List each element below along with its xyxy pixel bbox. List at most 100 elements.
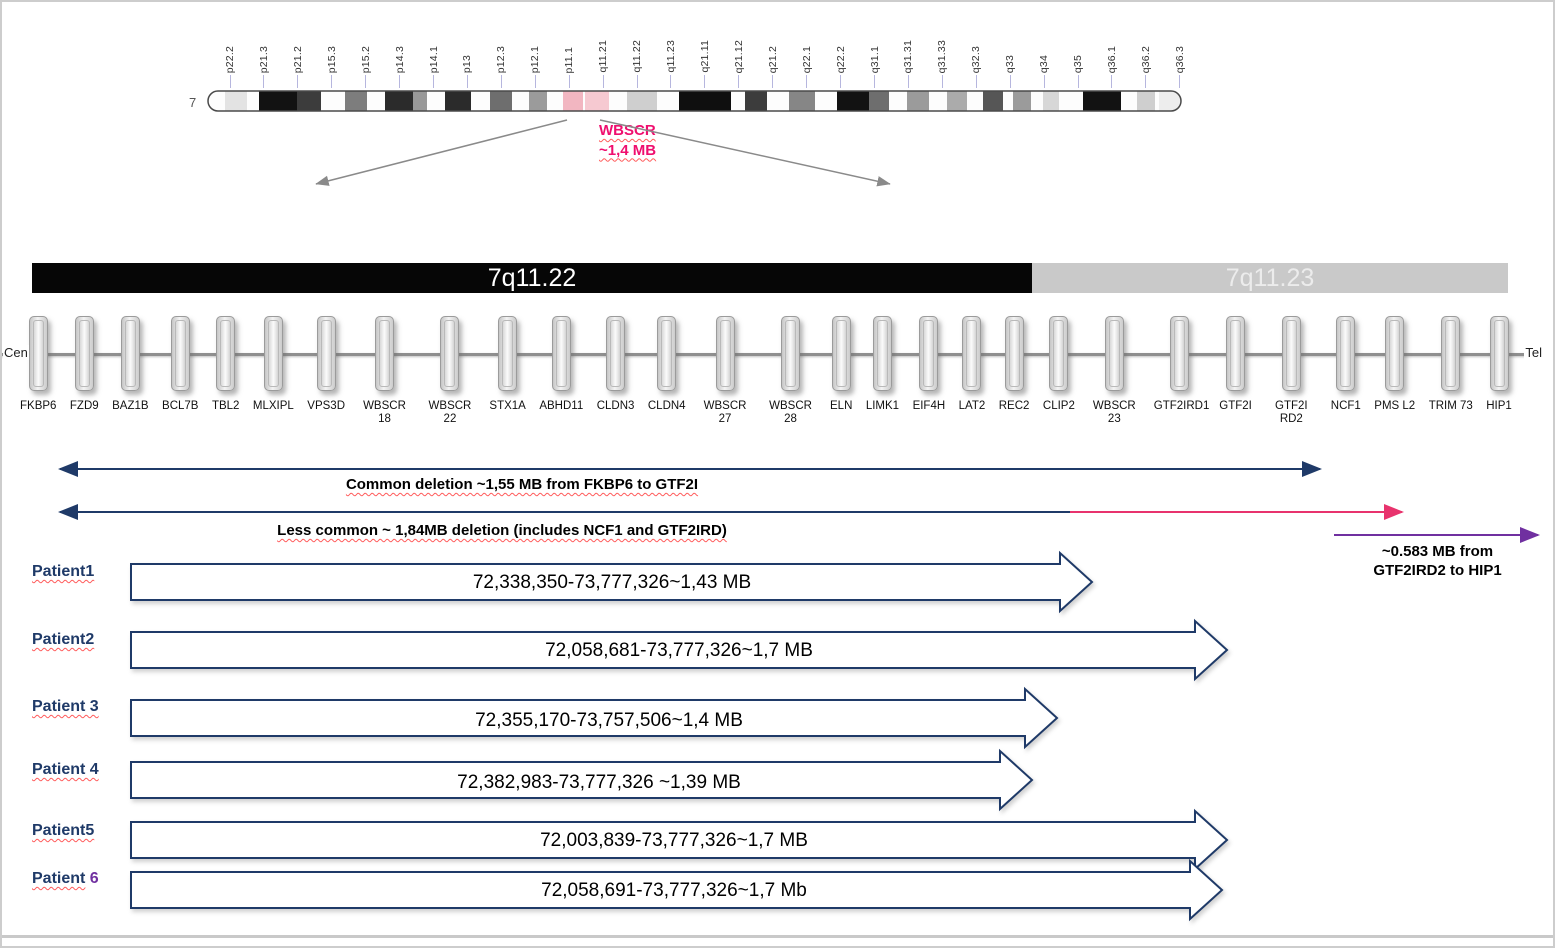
- band-tick: [975, 75, 977, 88]
- chromosome-number: 7: [189, 95, 197, 110]
- gene-box: [216, 316, 236, 391]
- gene-box: [657, 316, 677, 391]
- gene-box-inner: [1108, 320, 1120, 387]
- patient4-deletion-arrow: 72,382,983-73,777,326 ~1,39 MB: [130, 748, 1034, 812]
- band-tick: [806, 75, 808, 88]
- zoom-arrow-right: [599, 119, 891, 187]
- patient2-deletion-arrow: 72,058,681-73,777,326~1,7 MB: [130, 618, 1229, 682]
- gene-label: WBSCR 23: [1092, 400, 1136, 425]
- gene-box-inner: [719, 320, 731, 387]
- gene-item: GTF2I RD2: [1265, 316, 1317, 426]
- band-tick: [704, 75, 706, 88]
- gene-box: [440, 316, 460, 391]
- gtf2ird2-hip1-label-line1: ~0.583 MB from: [1381, 543, 1494, 560]
- band-label: q31.1: [869, 46, 881, 88]
- gene-box: [1226, 316, 1246, 391]
- band-label-text: q22.1: [800, 45, 813, 73]
- zoom-expansion-arrows: [315, 119, 891, 187]
- band-label: q22.1: [801, 46, 813, 88]
- band-label: q21.12: [733, 40, 745, 88]
- patient1-deletion-arrow: 72,338,350-73,777,326~1,43 MB: [130, 550, 1094, 614]
- patient3-deletion-arrow: 72,355,170-73,757,506~1,4 MB: [130, 686, 1059, 750]
- band-label-text: q31.33: [936, 39, 949, 73]
- band-tick: [738, 75, 740, 88]
- band-label-text: q36.1: [1105, 45, 1118, 73]
- gene-box: [1281, 316, 1301, 391]
- band-tick: [500, 75, 502, 88]
- gene-box-inner: [555, 320, 567, 387]
- band-tick: [399, 75, 401, 88]
- gene-label: WBSCR 22: [428, 400, 472, 425]
- gene-label: HIP1: [1486, 400, 1512, 412]
- band-tick: [1009, 75, 1011, 88]
- band-label: p11.1: [563, 47, 575, 88]
- band-label: q21.2: [767, 46, 779, 88]
- band-tick: [466, 75, 468, 88]
- gene-box-inner: [835, 320, 847, 387]
- patient6-label-number: 6: [89, 870, 99, 887]
- gene-box: [498, 316, 518, 391]
- band-tick: [568, 75, 570, 88]
- band-label: q32.3: [970, 46, 982, 88]
- gene-box: [1441, 316, 1461, 391]
- patient3-arrow-shape: [130, 686, 1059, 750]
- gene-item: WBSCR 27: [699, 316, 751, 426]
- patient6-range: 72,058,691-73,777,326~1,7 Mb: [541, 880, 807, 901]
- band-tick: [433, 75, 435, 88]
- band-label: p21.3: [258, 46, 270, 88]
- gene-label: GTF2I RD2: [1275, 400, 1308, 425]
- gene-box-inner: [610, 320, 622, 387]
- band-tick: [534, 75, 536, 88]
- gene-item: EIF4H: [912, 316, 946, 413]
- gene-box: [1489, 316, 1509, 391]
- band-tick: [1145, 75, 1147, 88]
- band-tick: [907, 75, 909, 88]
- band-tick: [772, 75, 774, 88]
- gene-item: GTF2IRD1: [1153, 316, 1210, 413]
- gene-box-inner: [1493, 320, 1505, 387]
- gene-label: ELN: [830, 400, 853, 412]
- patient5-label: Patient5: [32, 822, 95, 839]
- gene-box: [1170, 316, 1190, 391]
- band-label: p12.1: [529, 46, 541, 88]
- band-tick: [297, 75, 299, 88]
- gene-label: TRIM 73: [1428, 400, 1473, 412]
- band-tick: [365, 75, 367, 88]
- region-bar-7q11-23: 7q11.23: [1032, 263, 1508, 293]
- band-label: p14.1: [428, 46, 440, 88]
- band-label: q36.1: [1106, 46, 1118, 88]
- band-tick: [840, 75, 842, 88]
- gene-item: STX1A: [489, 316, 526, 413]
- chromosome-ideogram: [207, 90, 1182, 112]
- gene-label: NCF1: [1330, 400, 1361, 412]
- gene-box: [28, 316, 48, 391]
- gene-box: [1385, 316, 1405, 391]
- gene-box-inner: [1285, 320, 1297, 387]
- gene-box-inner: [378, 320, 390, 387]
- band-label-text: p13: [461, 54, 474, 73]
- region-bar-7q11-22: 7q11.22: [32, 263, 1032, 293]
- patient2-range: 72,058,681-73,777,326~1,7 MB: [545, 640, 813, 661]
- gene-box: [831, 316, 851, 391]
- gene-label: EIF4H: [912, 400, 946, 412]
- gene-label: BAZ1B: [112, 400, 149, 412]
- band-label-text: q31.31: [902, 39, 915, 73]
- gene-label: REC2: [998, 400, 1030, 412]
- gene-item: CLIP2: [1043, 316, 1075, 413]
- patient1-arrow-shape: [130, 550, 1094, 614]
- gene-label: LIMK1: [865, 400, 900, 412]
- band-label: q33: [1004, 55, 1016, 88]
- band-label-text: p21.2: [291, 45, 304, 73]
- gene-item: FZD9: [70, 316, 99, 413]
- band-label-text: p21.3: [257, 45, 270, 73]
- gene-box-inner: [876, 320, 888, 387]
- band-label-text: p12.3: [495, 45, 508, 73]
- band-label-text: q21.12: [732, 39, 745, 73]
- band-label: p14.3: [394, 46, 406, 88]
- band-tick: [602, 75, 604, 88]
- band-tick: [636, 75, 638, 88]
- gene-box-inner: [1340, 320, 1352, 387]
- band-label-text: q34: [1038, 54, 1051, 73]
- gene-label: GTF2IRD1: [1153, 400, 1210, 412]
